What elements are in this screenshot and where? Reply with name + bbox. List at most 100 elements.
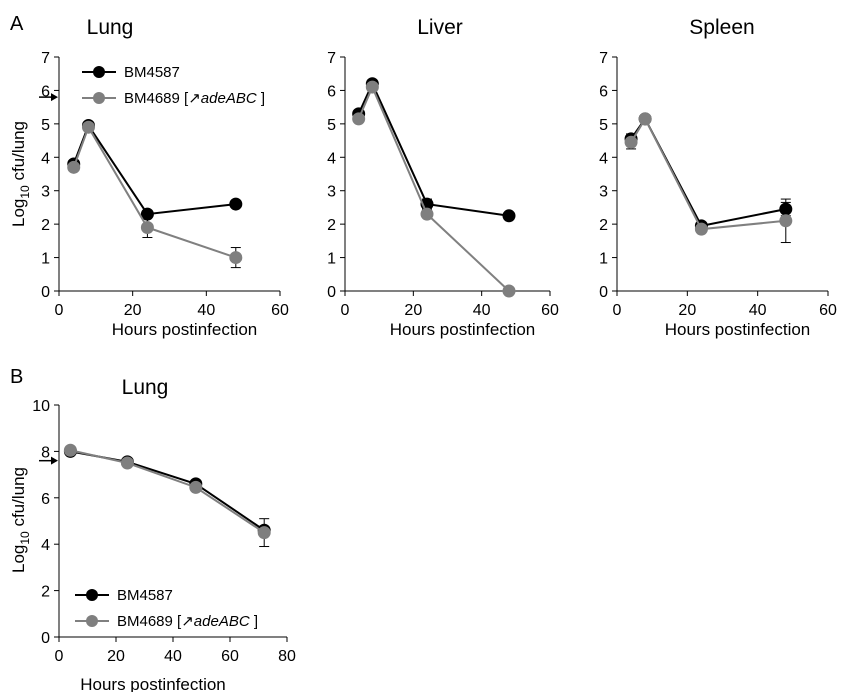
y-tick-label: 10 <box>32 398 50 415</box>
x-tick-label: 20 <box>404 302 422 319</box>
y-tick-label: 0 <box>327 284 336 301</box>
x-tick-label: 40 <box>197 302 215 319</box>
data-point-series-2 <box>120 456 134 470</box>
legend-label-name: BM4689 [ <box>117 613 182 630</box>
legend-marker-1 <box>93 66 105 78</box>
y-tick-label: 3 <box>327 184 336 201</box>
x-tick-label: 60 <box>221 648 239 665</box>
data-point-series-1 <box>229 197 243 211</box>
legend-label-suffix: ] <box>257 90 265 107</box>
chart-3: Spleen 0 1 2 3 4 5 6 7 0 20 40 60 Hours postinfection <box>599 16 837 339</box>
y-tick-label: 4 <box>327 150 336 167</box>
y-tick-label: 5 <box>599 117 608 134</box>
data-point-series-2 <box>257 526 271 540</box>
y-tick-label: 0 <box>41 630 50 647</box>
x-tick-label: 60 <box>541 302 559 319</box>
series-line-1 <box>357 81 510 217</box>
y-tick-label: 1 <box>41 251 50 268</box>
legend-label-1: BM4587 <box>117 587 173 604</box>
x-tick-label: 20 <box>678 302 696 319</box>
y-axis-title: Log10 cfu/lung <box>9 121 32 227</box>
data-point-series-2 <box>140 220 154 234</box>
data-point-series-1 <box>502 209 516 223</box>
legend-label-suffix: ] <box>250 613 258 630</box>
data-point-series-2 <box>694 222 708 236</box>
y-axis-title-log: Log <box>9 199 28 227</box>
legend-marker-2 <box>93 92 105 104</box>
y-axis-title-subscript: 10 <box>18 185 32 199</box>
legend-label-name: BM4587 <box>117 587 173 604</box>
legend-label-name: BM4587 <box>124 64 180 81</box>
y-tick-label: 4 <box>599 150 608 167</box>
inoculum-arrow-head <box>51 93 58 102</box>
data-point-series-2 <box>779 214 793 228</box>
y-tick-label: 2 <box>41 217 50 234</box>
chart-title: Liver <box>417 16 463 39</box>
x-axis-title: Hours postinfection <box>665 320 811 339</box>
y-axis-title-unit: cfu/lung <box>9 467 28 531</box>
x-axis-title: Hours postinfection <box>80 675 226 692</box>
x-axis-title: Hours postinfection <box>112 320 258 339</box>
y-tick-label: 2 <box>327 217 336 234</box>
y-tick-label: 5 <box>41 117 50 134</box>
y-tick-label: 0 <box>599 284 608 301</box>
x-tick-label: 60 <box>271 302 289 319</box>
panel-letter-b: B <box>10 366 23 388</box>
x-tick-label: 0 <box>55 302 64 319</box>
x-tick-label: 80 <box>278 648 296 665</box>
x-tick-label: 0 <box>613 302 622 319</box>
y-tick-label: 3 <box>41 184 50 201</box>
data-point-series-2 <box>502 284 516 298</box>
y-tick-label: 5 <box>327 117 336 134</box>
x-tick-label: 40 <box>749 302 767 319</box>
chart-1: Lung 0 1 2 3 4 5 6 7 0 20 40 60 Hours postinfection Lo… <box>9 16 289 339</box>
x-tick-label: 60 <box>819 302 837 319</box>
data-point-series-2 <box>365 80 379 94</box>
legend-marker-2 <box>86 615 98 627</box>
chart-title: Lung <box>87 16 134 39</box>
x-axis-title: Hours postinfection <box>390 320 536 339</box>
legend-label-1: BM4587 <box>124 64 180 81</box>
series-line-2 <box>72 124 237 259</box>
y-tick-label: 2 <box>41 584 50 601</box>
y-axis-title-unit: cfu/lung <box>9 121 28 185</box>
x-tick-label: 20 <box>124 302 142 319</box>
y-tick-label: 6 <box>599 83 608 100</box>
legend-marker-1 <box>86 589 98 601</box>
panel-letter-a: A <box>10 13 24 35</box>
chart-4: Lung 0 2 4 6 8 10 0 20 40 60 80 Hours postinfection L… <box>9 376 296 692</box>
y-tick-label: 3 <box>599 184 608 201</box>
y-tick-label: 0 <box>41 284 50 301</box>
data-point-series-2 <box>67 160 81 174</box>
y-axis-title-subscript: 10 <box>18 531 32 545</box>
y-tick-label: 6 <box>327 83 336 100</box>
y-tick-label: 4 <box>41 150 50 167</box>
x-tick-label: 0 <box>55 648 64 665</box>
data-point-series-2 <box>420 207 434 221</box>
data-point-series-2 <box>63 443 77 457</box>
y-tick-label: 6 <box>41 83 50 100</box>
legend-label-2: BM4689 [↗adeABC ] <box>117 613 258 630</box>
y-tick-label: 4 <box>41 537 50 554</box>
y-tick-label: 1 <box>599 251 608 268</box>
series-line-2 <box>70 449 265 534</box>
legend-label-name: BM4689 [ <box>124 90 189 107</box>
y-tick-label: 1 <box>327 251 336 268</box>
x-tick-label: 20 <box>107 648 125 665</box>
y-tick-label: 2 <box>599 217 608 234</box>
y-tick-label: 7 <box>41 50 50 67</box>
chart-2: Liver 0 1 2 3 4 5 6 7 0 20 40 60 Hours postinfection <box>327 16 559 339</box>
y-tick-label: 7 <box>327 50 336 67</box>
data-point-series-2 <box>229 251 243 265</box>
data-point-series-2 <box>189 480 203 494</box>
series-line-1 <box>72 123 236 216</box>
y-tick-label: 7 <box>599 50 608 67</box>
x-tick-label: 40 <box>164 648 182 665</box>
series-line-2 <box>357 84 510 292</box>
x-tick-label: 0 <box>341 302 350 319</box>
series-line-1 <box>70 450 265 532</box>
chart-title: Lung <box>122 376 169 399</box>
legend-label-2: BM4689 [↗adeABC ] <box>124 90 265 107</box>
